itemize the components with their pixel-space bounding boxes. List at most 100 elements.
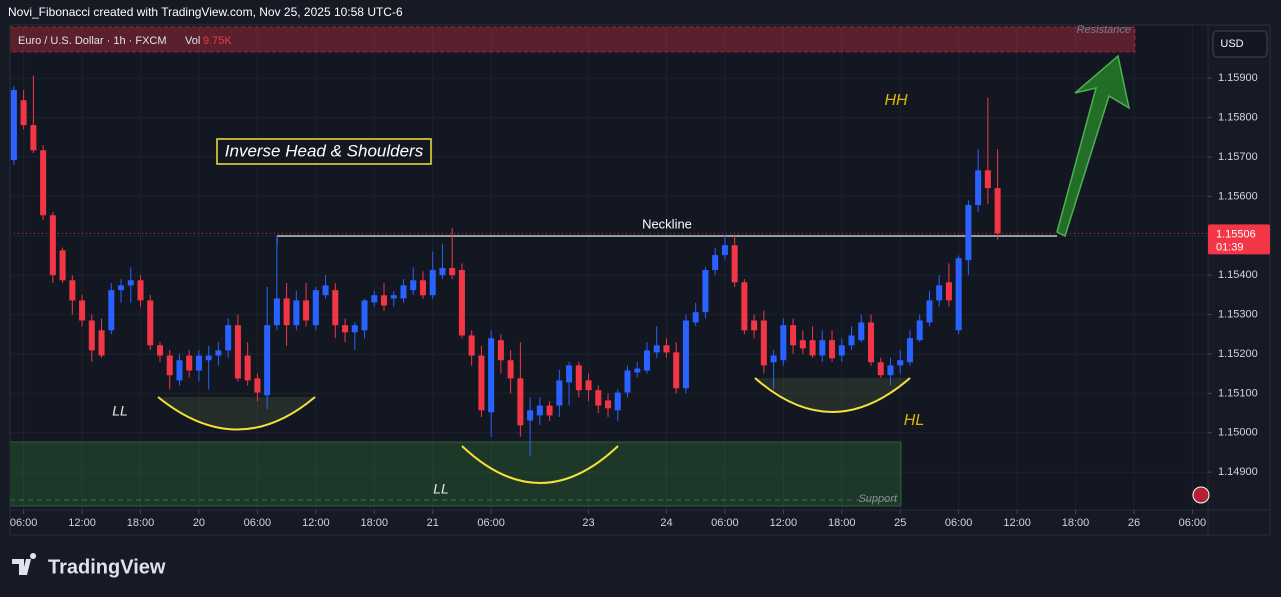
neckline-label: Neckline bbox=[642, 216, 692, 231]
candle-body bbox=[507, 360, 514, 379]
head-arc bbox=[461, 445, 619, 484]
candle-body bbox=[673, 352, 680, 389]
candle-body bbox=[342, 325, 349, 333]
brand-name: TradingView bbox=[48, 556, 166, 578]
candle-body bbox=[721, 245, 728, 256]
candle-body bbox=[449, 268, 456, 276]
candle-body bbox=[614, 392, 621, 411]
candle-body bbox=[517, 378, 524, 426]
x-tick-label: 12:00 bbox=[302, 517, 330, 529]
candle-body bbox=[205, 355, 212, 361]
hh-label: HH bbox=[884, 92, 908, 109]
x-tick-label: 18:00 bbox=[127, 517, 155, 529]
candle-body bbox=[283, 298, 290, 326]
candle-body bbox=[790, 325, 797, 346]
x-tick-label: 06:00 bbox=[244, 517, 272, 529]
candle-body bbox=[118, 285, 125, 291]
candle-body bbox=[166, 355, 173, 376]
candle-body bbox=[556, 380, 563, 406]
candle-body bbox=[400, 285, 407, 299]
candle-body bbox=[858, 322, 865, 341]
candle-body bbox=[127, 280, 134, 286]
candle-body bbox=[984, 170, 991, 189]
candle-body bbox=[439, 268, 446, 276]
pattern-label: Inverse Head & Shoulders bbox=[225, 141, 424, 160]
x-tick-label: 06:00 bbox=[477, 517, 505, 529]
candle-body bbox=[59, 250, 66, 281]
candle-body bbox=[497, 340, 504, 361]
candle-body bbox=[770, 355, 777, 363]
resistance-zone bbox=[9, 26, 1136, 53]
candle-body bbox=[215, 350, 222, 356]
candle-body bbox=[98, 330, 105, 356]
candle-body bbox=[751, 320, 758, 331]
x-tick-label: 18:00 bbox=[1062, 517, 1090, 529]
candle-body bbox=[458, 270, 465, 336]
candle-body bbox=[156, 345, 164, 356]
x-tick-label: 23 bbox=[582, 517, 594, 529]
y-tick-label: 1.15100 bbox=[1218, 387, 1258, 399]
x-tick-label: 26 bbox=[1128, 517, 1140, 529]
candle-body bbox=[108, 290, 115, 331]
candle-body bbox=[40, 150, 47, 216]
candle-body bbox=[273, 298, 280, 326]
candle-body bbox=[663, 345, 670, 353]
candle-body bbox=[867, 322, 875, 363]
currency-button[interactable] bbox=[1212, 30, 1268, 58]
countdown-label: 01:39 bbox=[1216, 241, 1244, 253]
candle-body bbox=[595, 390, 602, 406]
candle-body bbox=[585, 380, 592, 391]
candle-body bbox=[527, 410, 534, 421]
vol-label: Vol bbox=[185, 35, 200, 47]
candle-body bbox=[916, 320, 923, 341]
candle-body bbox=[575, 365, 582, 391]
candle-body bbox=[887, 365, 894, 376]
candle-body bbox=[809, 340, 816, 356]
y-tick-label: 1.14900 bbox=[1218, 466, 1258, 478]
x-tick-label: 06:00 bbox=[945, 517, 973, 529]
candle-body bbox=[234, 325, 241, 379]
candle-body bbox=[147, 300, 154, 346]
last-price-label: 1.15506 bbox=[1216, 228, 1256, 240]
x-tick-label: 06:00 bbox=[1179, 517, 1207, 529]
candle-body bbox=[624, 370, 631, 393]
candle-body bbox=[312, 290, 319, 326]
frame bbox=[9, 24, 1271, 536]
y-tick-label: 1.15900 bbox=[1218, 72, 1258, 84]
candle-body bbox=[69, 280, 76, 301]
candle-body bbox=[994, 188, 1001, 234]
symbol: Euro / U.S. Dollar · 1h · FXCM bbox=[18, 35, 167, 47]
y-tick-label: 1.15800 bbox=[1218, 111, 1258, 123]
candle-body bbox=[702, 270, 709, 313]
y-tick-label: 1.15000 bbox=[1218, 427, 1258, 439]
candle-body bbox=[186, 355, 193, 371]
candle-body bbox=[195, 355, 202, 371]
candles bbox=[10, 75, 1208, 457]
candle-body bbox=[799, 340, 806, 349]
y-tick-label: 1.15600 bbox=[1218, 190, 1258, 202]
candle-body bbox=[760, 320, 767, 366]
candle-body bbox=[264, 325, 271, 396]
flag-icon bbox=[1192, 486, 1210, 504]
candle-body bbox=[303, 300, 310, 321]
x-tick-label: 21 bbox=[427, 517, 439, 529]
candle-body bbox=[838, 345, 845, 356]
y-tick-label: 1.15200 bbox=[1218, 348, 1258, 360]
candle-body bbox=[419, 280, 426, 296]
candle-body bbox=[712, 255, 719, 271]
x-tick-label: 12:00 bbox=[770, 517, 798, 529]
candle-body bbox=[351, 325, 358, 333]
candle-body bbox=[945, 282, 952, 301]
ll-label: LL bbox=[112, 403, 128, 419]
candle-body bbox=[371, 295, 378, 303]
support-zone bbox=[9, 441, 902, 507]
y-tick-label: 1.15700 bbox=[1218, 151, 1258, 163]
x-tick-label: 25 bbox=[894, 517, 906, 529]
candle-body bbox=[877, 362, 884, 376]
ll-label: LL bbox=[433, 481, 449, 497]
candle-body bbox=[10, 90, 17, 161]
candle-body bbox=[965, 205, 972, 261]
candle-body bbox=[410, 280, 417, 291]
candle-body bbox=[848, 335, 855, 346]
y-tick-label: 1.15400 bbox=[1218, 269, 1258, 281]
